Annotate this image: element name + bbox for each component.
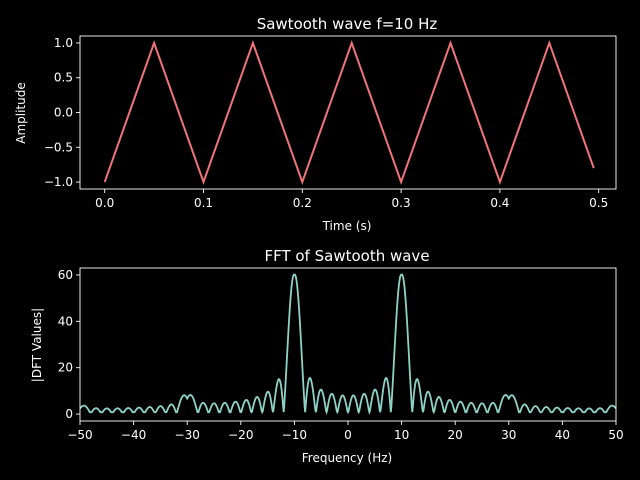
sawtooth-series-line: [103, 39, 595, 186]
sawtooth-plot-frame: [79, 35, 617, 190]
fft-x-tick-label: −20: [228, 428, 253, 442]
fft-chart-title: FFT of Sawtooth wave: [264, 247, 429, 265]
sawtooth-x-axis-label: Time (s): [322, 219, 372, 233]
fft-x-tick-label: 20: [448, 428, 463, 442]
fft-x-tick-label: 10: [394, 428, 409, 442]
fft-y-tick-label: 20: [58, 361, 73, 375]
sawtooth-x-tick-label: 0.0: [95, 196, 114, 210]
sawtooth-y-axis-label: Amplitude: [14, 82, 28, 144]
sawtooth-chart-title: Sawtooth wave f=10 Hz: [257, 15, 438, 33]
sawtooth-y-tick-label: 0.0: [54, 106, 73, 120]
fft-x-tick-label: −40: [121, 428, 146, 442]
fft-plot-frame: [79, 267, 617, 422]
fft-x-tick-label: 30: [501, 428, 516, 442]
fft-x-tick-label: −10: [282, 428, 307, 442]
sawtooth-y-tick-label: 0.5: [54, 71, 73, 85]
fft-x-axis-label: Frequency (Hz): [302, 451, 393, 465]
fft-x-tick-label: −30: [175, 428, 200, 442]
fft-x-tick-label: −50: [67, 428, 92, 442]
fft-x-tick-label: 50: [608, 428, 623, 442]
sawtooth-chart: Sawtooth wave f=10 Hz Time (s) Amplitude…: [14, 15, 617, 233]
fft-y-tick-label: 60: [58, 268, 73, 282]
sawtooth-y-tick-label: 1.0: [54, 36, 73, 50]
sawtooth-x-tick-label: 0.5: [589, 196, 608, 210]
sawtooth-y-tick-label: −0.5: [44, 140, 73, 154]
fft-x-tick-label: 0: [344, 428, 352, 442]
sawtooth-x-tick-label: 0.1: [194, 196, 213, 210]
fft-y-axis-label: |DFT Values|: [30, 308, 44, 382]
fft-chart: FFT of Sawtooth wave Frequency (Hz) |DFT…: [30, 247, 624, 465]
fft-y-tick-label: 40: [58, 314, 73, 328]
fft-ticks: −50 −40 −30 −20 −10 0 10 20 30 40 50 60 40 20 0: [58, 268, 624, 442]
sawtooth-x-tick-label: 0.3: [392, 196, 411, 210]
sawtooth-y-tick-label: −1.0: [44, 175, 73, 189]
sawtooth-ticks: 0.0 0.1 0.2 0.3 0.4 0.5 1.0 0.5 0.0 −0.5 −1.0: [44, 36, 608, 210]
sawtooth-x-tick-label: 0.2: [293, 196, 312, 210]
fft-series-line: [79, 273, 617, 415]
sawtooth-x-tick-label: 0.4: [490, 196, 509, 210]
fft-x-tick-label: 40: [555, 428, 570, 442]
fft-y-tick-label: 0: [65, 407, 73, 421]
